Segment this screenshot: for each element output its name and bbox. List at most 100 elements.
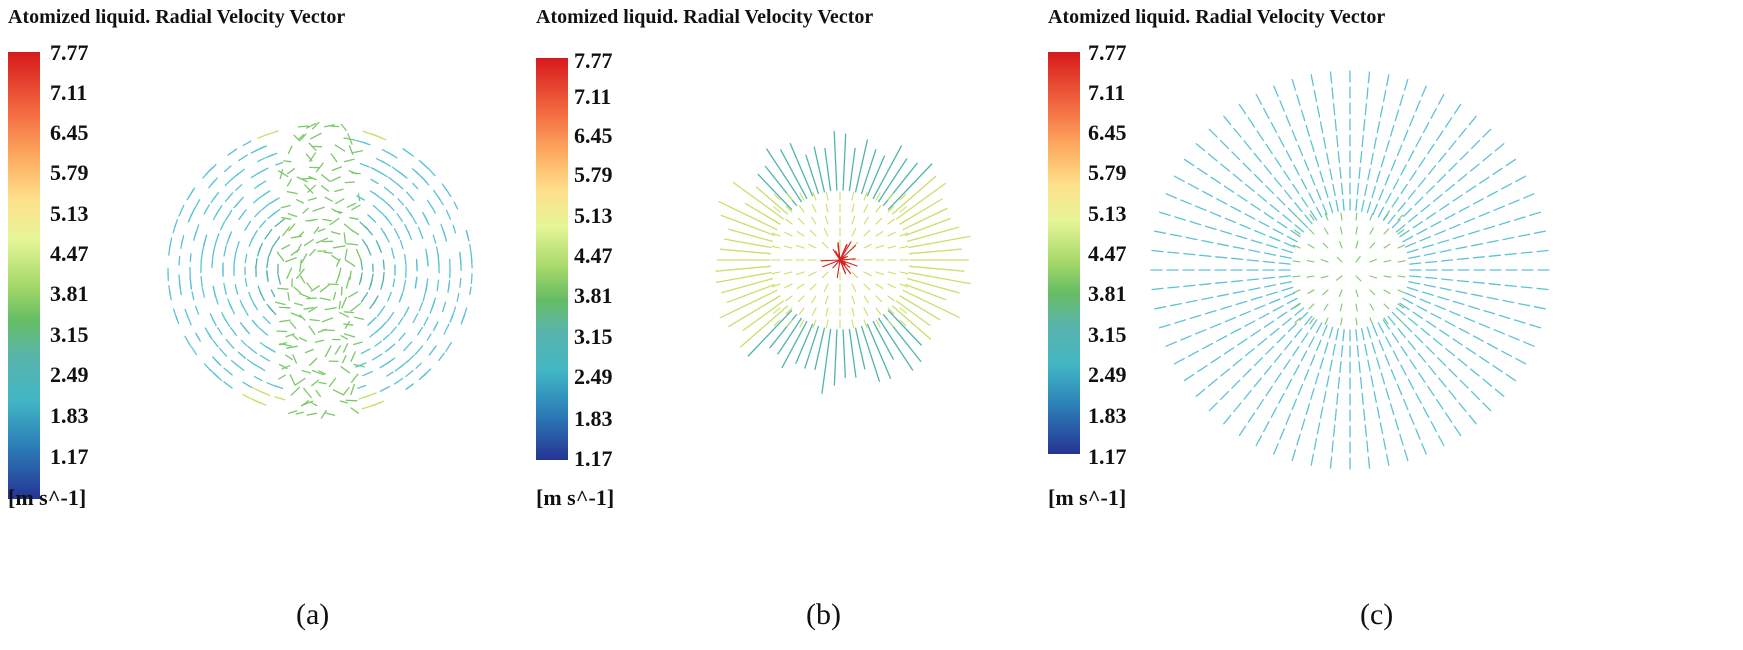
velocity-vector — [821, 241, 829, 249]
velocity-vector — [313, 226, 320, 234]
velocity-vector — [777, 317, 803, 355]
velocity-vector — [231, 359, 239, 367]
velocity-vector — [1486, 239, 1499, 244]
velocity-vector — [875, 217, 883, 225]
velocity-vector — [1448, 368, 1458, 378]
velocity-vector — [1385, 140, 1390, 152]
velocity-vector — [783, 271, 793, 275]
velocity-vector — [1183, 158, 1195, 167]
velocity-vector — [1282, 317, 1292, 326]
velocity-vector — [274, 218, 285, 228]
velocity-vector — [1266, 244, 1278, 249]
velocity-vector — [357, 384, 367, 389]
velocity-vector — [1425, 185, 1435, 195]
velocity-vector — [1483, 225, 1496, 231]
velocity-vector — [904, 283, 947, 301]
velocity-vector — [1492, 364, 1503, 373]
velocity-vector — [257, 157, 266, 163]
velocity-vector — [1425, 212, 1437, 220]
velocity-vector — [1355, 289, 1359, 298]
velocity-vector — [1367, 456, 1371, 469]
velocity-vector — [1383, 303, 1390, 310]
velocity-vector — [384, 216, 393, 226]
velocity-vector — [1242, 368, 1252, 378]
velocity-vector — [1256, 399, 1264, 410]
velocity-vector — [259, 341, 268, 348]
velocity-vector — [875, 205, 882, 213]
velocity-vector — [851, 215, 856, 225]
velocity-vector — [212, 192, 220, 200]
velocity-vector — [1438, 377, 1447, 388]
velocity-vector — [1364, 103, 1368, 116]
velocity-vector — [1408, 255, 1421, 259]
velocity-vector — [1415, 136, 1422, 148]
velocity-vector — [1151, 287, 1164, 291]
velocity-vector — [274, 396, 286, 401]
velocity-vector — [1253, 173, 1263, 183]
velocity-vector — [1384, 354, 1391, 366]
velocity-vector — [1303, 159, 1310, 171]
velocity-vector — [274, 385, 284, 390]
velocity-vector — [262, 316, 271, 325]
velocity-vector — [1272, 305, 1284, 312]
velocity-vector — [1244, 213, 1256, 220]
velocity-vector — [1463, 316, 1476, 323]
velocity-vector — [1235, 300, 1248, 306]
colorbar — [536, 58, 568, 460]
velocity-vector — [1444, 320, 1456, 327]
velocity-vector — [1370, 375, 1374, 388]
velocity-vector — [233, 198, 243, 209]
velocity-vector — [839, 258, 856, 261]
velocity-vector — [200, 275, 203, 288]
velocity-vector — [906, 277, 960, 294]
velocity-vector — [1307, 243, 1315, 249]
velocity-vector — [360, 292, 369, 303]
velocity-vector — [1336, 392, 1339, 405]
velocity-vector — [797, 295, 805, 303]
velocity-vector — [1250, 329, 1261, 337]
velocity-vector — [1263, 320, 1275, 328]
velocity-vector — [1355, 303, 1358, 312]
velocity-vector — [1336, 256, 1343, 263]
velocity-vector — [851, 191, 855, 201]
velocity-vector — [353, 316, 364, 320]
velocity-vector — [863, 319, 868, 328]
velocity-vector — [1238, 425, 1247, 437]
tick-label: 2.49 — [574, 364, 613, 389]
velocity-vector — [1409, 170, 1417, 181]
velocity-vector — [811, 295, 817, 304]
velocity-vector — [261, 202, 271, 211]
velocity-vector — [258, 242, 263, 252]
velocity-vector — [295, 377, 306, 386]
velocity-vector — [1448, 140, 1457, 151]
tick-label: 1.83 — [574, 406, 613, 431]
velocity-vector — [1310, 74, 1314, 87]
velocity-vector — [1263, 107, 1270, 119]
velocity-vector — [405, 369, 414, 378]
velocity-vector — [1358, 166, 1361, 180]
velocity-vector — [219, 220, 226, 231]
velocity-vector — [469, 286, 472, 295]
velocity-vector — [343, 311, 355, 314]
velocity-vector — [266, 346, 276, 353]
velocity-vector — [1293, 364, 1300, 376]
velocity-vector — [1367, 71, 1371, 84]
velocity-vector — [1283, 292, 1296, 298]
velocity-vector — [1409, 275, 1422, 278]
velocity-vector — [1380, 372, 1386, 385]
velocity-vector — [851, 203, 855, 213]
velocity-vector — [355, 248, 362, 261]
velocity-vector — [1244, 348, 1255, 357]
velocity-vector — [250, 229, 258, 242]
velocity-vector — [1399, 229, 1410, 238]
velocity-vector — [397, 198, 405, 206]
velocity-vector — [275, 161, 284, 166]
velocity-vector — [1320, 259, 1329, 263]
velocity-vector — [1195, 329, 1207, 335]
velocity-vector — [1253, 357, 1263, 367]
velocity-vector — [1223, 185, 1235, 193]
velocity-vector — [887, 307, 895, 315]
velocity-vector — [412, 313, 419, 324]
velocity-vector — [343, 386, 350, 395]
velocity-vector — [1264, 284, 1277, 288]
